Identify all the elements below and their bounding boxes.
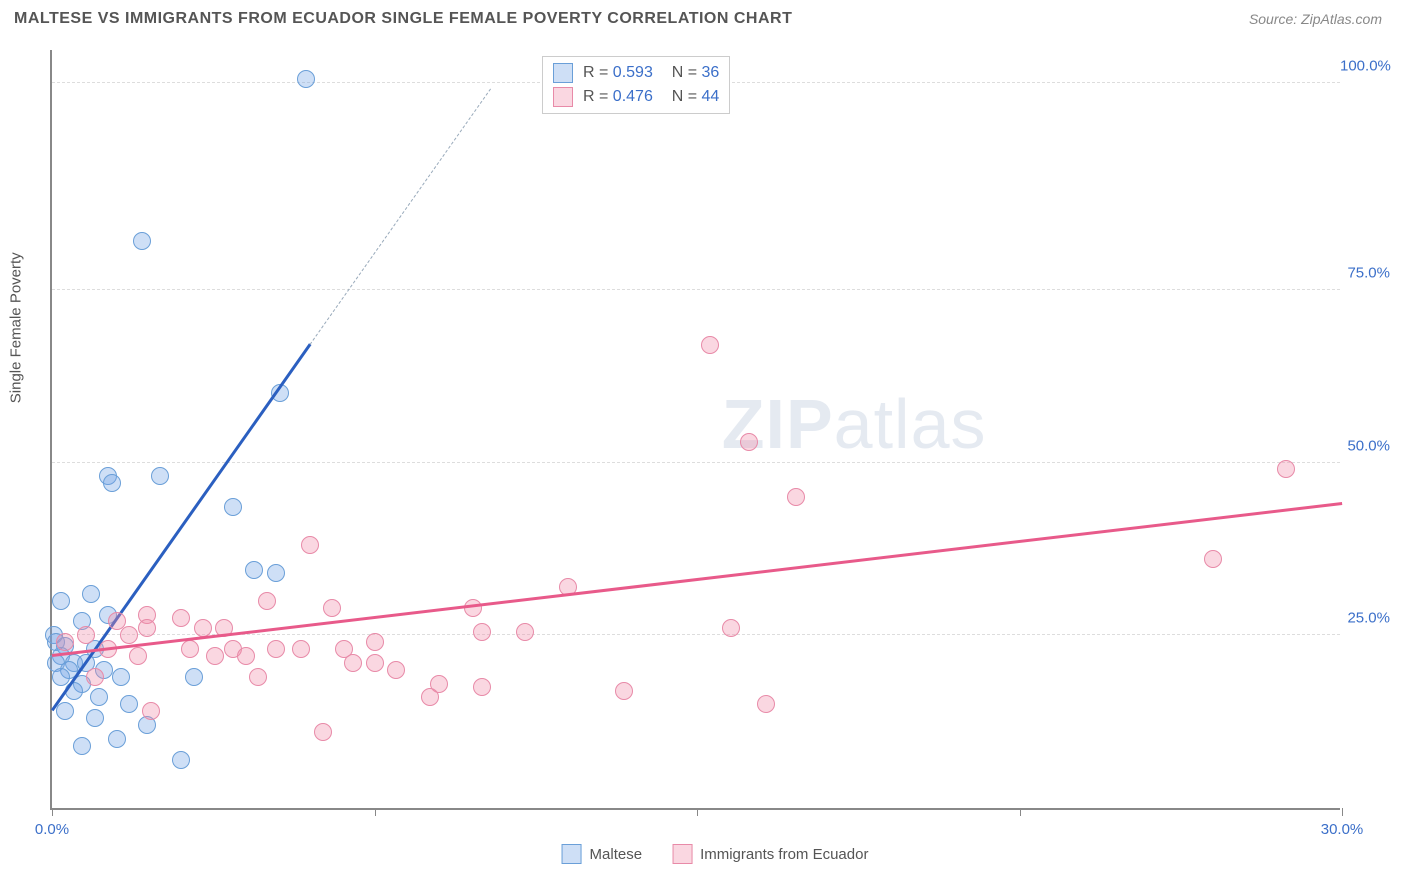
scatter-point [245,561,263,579]
scatter-point [151,467,169,485]
scatter-point [181,640,199,658]
legend-swatch [553,87,573,107]
y-axis-label: Single Female Poverty [8,252,25,403]
legend-stats-box: R = 0.593 N = 36R = 0.476 N = 44 [542,56,730,114]
scatter-point [366,633,384,651]
legend-item: Immigrants from Ecuador [672,844,868,864]
scatter-point [82,585,100,603]
source-attribution: Source: ZipAtlas.com [1249,11,1382,27]
scatter-point [1204,550,1222,568]
scatter-point [120,626,138,644]
scatter-point [267,564,285,582]
scatter-point [464,599,482,617]
y-tick-label: 25.0% [1340,610,1390,627]
scatter-point [138,619,156,637]
scatter-point [133,232,151,250]
scatter-point [292,640,310,658]
legend-r-label: R = 0.593 [583,64,653,82]
scatter-point [267,640,285,658]
header: MALTESE VS IMMIGRANTS FROM ECUADOR SINGL… [0,0,1406,34]
legend-stats-row: R = 0.476 N = 44 [553,85,719,109]
gridline-h [52,462,1340,463]
legend-bottom: Maltese Immigrants from Ecuador [562,844,869,864]
scatter-point [366,654,384,672]
gridline-h [52,634,1340,635]
scatter-point [129,647,147,665]
chart-area: Single Female Poverty ZIPatlas R = 0.593… [50,50,1380,830]
scatter-point [108,730,126,748]
x-tick [375,808,376,816]
scatter-point [142,702,160,720]
scatter-point [56,633,74,651]
y-tick-label: 50.0% [1340,437,1390,454]
scatter-point [421,688,439,706]
scatter-point [722,619,740,637]
scatter-point [73,737,91,755]
scatter-point [120,695,138,713]
scatter-point [103,474,121,492]
scatter-point [1277,460,1295,478]
legend-n-label: N = 36 [663,64,719,82]
scatter-point [56,702,74,720]
scatter-point [185,668,203,686]
scatter-point [249,668,267,686]
scatter-point [90,688,108,706]
scatter-point [86,709,104,727]
scatter-point [86,668,104,686]
scatter-point [172,751,190,769]
scatter-point [112,668,130,686]
scatter-point [701,336,719,354]
legend-n-label: N = 44 [663,88,719,106]
scatter-point [206,647,224,665]
scatter-point [77,626,95,644]
legend-swatch [672,844,692,864]
scatter-point [52,592,70,610]
scatter-point [740,433,758,451]
legend-swatch [562,844,582,864]
scatter-point [323,599,341,617]
gridline-h [52,289,1340,290]
legend-swatch [553,63,573,83]
scatter-point [615,682,633,700]
scatter-point [516,623,534,641]
trendline-dashed [310,89,491,345]
legend-item: Maltese [562,844,643,864]
scatter-point [258,592,276,610]
trendline [52,502,1342,656]
watermark: ZIPatlas [722,384,987,464]
legend-label: Maltese [590,846,643,863]
x-tick-label: 30.0% [1321,821,1364,838]
scatter-point [314,723,332,741]
y-tick-label: 75.0% [1340,264,1390,281]
scatter-point [172,609,190,627]
x-tick-label: 0.0% [35,821,69,838]
x-tick [52,808,53,816]
chart-title: MALTESE VS IMMIGRANTS FROM ECUADOR SINGL… [14,10,792,28]
scatter-point [344,654,362,672]
legend-stats-row: R = 0.593 N = 36 [553,61,719,85]
scatter-point [387,661,405,679]
scatter-point [237,647,255,665]
scatter-point [473,623,491,641]
x-tick [1342,808,1343,816]
legend-r-label: R = 0.476 [583,88,653,106]
scatter-point [757,695,775,713]
x-tick [1020,808,1021,816]
legend-label: Immigrants from Ecuador [700,846,868,863]
scatter-plot: ZIPatlas R = 0.593 N = 36R = 0.476 N = 4… [50,50,1340,810]
scatter-point [301,536,319,554]
scatter-point [297,70,315,88]
y-tick-label: 100.0% [1340,57,1390,74]
x-tick [697,808,698,816]
scatter-point [224,498,242,516]
scatter-point [473,678,491,696]
scatter-point [787,488,805,506]
